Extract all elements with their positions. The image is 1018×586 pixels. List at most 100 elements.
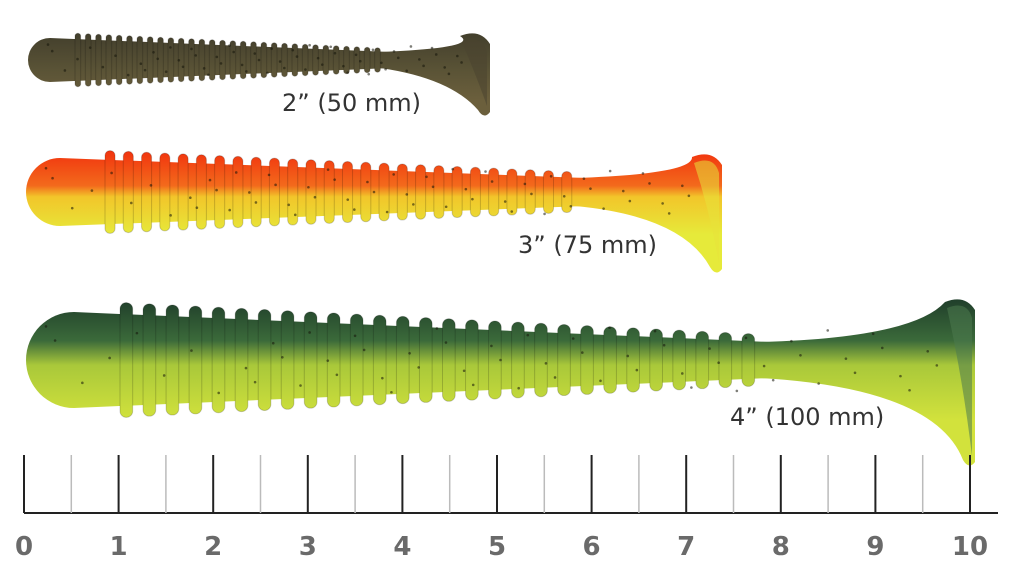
lure-fin <box>694 160 719 263</box>
lure-speck <box>635 368 639 372</box>
lure-speck <box>101 65 105 69</box>
lure-speck <box>195 206 199 210</box>
lure-rib <box>451 165 463 219</box>
lure-speck <box>353 334 357 338</box>
lure-rib <box>115 34 123 86</box>
lure-speck <box>267 173 271 177</box>
lure-rib <box>280 310 295 410</box>
lure-tail <box>760 299 975 466</box>
lure-speck <box>661 202 664 205</box>
lure-rib <box>165 304 180 416</box>
lure-speck <box>648 182 651 185</box>
lure-rib <box>208 39 216 81</box>
lure-speck <box>744 336 748 340</box>
lure-rib <box>159 152 171 232</box>
lure-rib <box>580 325 594 395</box>
lure-speck <box>291 48 295 52</box>
lure-speck <box>90 189 94 192</box>
lure-speck <box>371 48 375 52</box>
lure-rib <box>291 43 299 77</box>
lure-speck <box>790 339 793 343</box>
lure-rib <box>524 169 536 215</box>
lure-speck <box>899 374 902 378</box>
lure-speck <box>228 44 231 47</box>
ruler-label: 5 <box>488 532 506 562</box>
lure-speck <box>392 50 396 53</box>
lure-rib <box>469 166 481 218</box>
lure-rib <box>603 326 617 394</box>
lure-rib <box>232 155 244 229</box>
lure-rib <box>142 303 157 417</box>
lure-rib <box>372 314 387 406</box>
lure-rib <box>188 305 203 415</box>
lure-rib <box>281 42 288 78</box>
lure-rib <box>146 36 154 84</box>
lure-fin <box>462 39 487 106</box>
lure-rib <box>105 34 113 86</box>
lure-speck <box>926 349 930 353</box>
lure-rib <box>122 150 134 234</box>
lure-speck <box>108 356 111 360</box>
lure-speck <box>553 376 557 379</box>
lure-rib <box>95 33 102 87</box>
lure-rib <box>626 327 640 393</box>
lure-speck <box>544 362 548 365</box>
lure-speck <box>208 178 212 182</box>
lure-speck <box>362 348 366 352</box>
lure-speck <box>853 371 857 375</box>
lure-speck <box>687 194 691 198</box>
lure-speck <box>471 383 475 387</box>
lure-rib <box>214 155 226 229</box>
lure-speck <box>307 185 310 189</box>
lure-speck <box>70 206 74 210</box>
lure-rib <box>342 160 354 224</box>
lure-speck <box>422 64 425 68</box>
lure-rib <box>167 37 175 83</box>
lure-rib <box>442 318 456 402</box>
lure-speck <box>207 73 210 77</box>
lure-rib <box>718 331 733 389</box>
size-label: 3” (75 mm) <box>518 231 657 259</box>
lure-speck <box>46 43 50 46</box>
lure-speck <box>190 47 193 51</box>
lure-speck <box>50 49 54 53</box>
lure-speck <box>381 376 384 380</box>
lures <box>26 32 975 466</box>
ruler-label: 9 <box>866 532 884 562</box>
lure-rib <box>534 322 548 398</box>
lure-speck <box>799 353 802 357</box>
lure-speck <box>295 55 299 58</box>
lure-speck <box>510 210 514 213</box>
lure-rib <box>195 154 207 230</box>
lure-speck <box>51 176 54 180</box>
lure-speck <box>354 53 358 57</box>
lure-rib <box>695 330 710 390</box>
lure-speck <box>189 196 192 200</box>
lure-rib <box>257 309 272 411</box>
ruler-label: 8 <box>772 532 790 562</box>
lure-rib <box>104 150 116 234</box>
lure-speck <box>44 325 48 328</box>
lure-rib <box>557 323 571 397</box>
lure-rib <box>84 33 92 87</box>
lure-rib <box>188 38 195 82</box>
lure-speck <box>333 51 337 55</box>
lure-speck <box>844 357 848 360</box>
lure-speck <box>88 46 92 49</box>
lure-speck <box>690 386 693 389</box>
lure-speck <box>405 193 409 196</box>
lure-rib <box>229 40 237 80</box>
lure-speck <box>408 351 411 355</box>
lure-rib <box>260 41 268 79</box>
lure-rib <box>396 163 408 221</box>
lure-speck <box>162 374 166 377</box>
lure-speck <box>681 372 684 375</box>
lure-rib <box>141 151 153 233</box>
lure-rib <box>349 313 364 407</box>
lure-speck <box>253 380 257 384</box>
ruler-label: 10 <box>952 532 988 562</box>
lure-rib <box>126 35 133 85</box>
lure-speck <box>202 67 206 70</box>
lure-speck <box>228 208 231 212</box>
